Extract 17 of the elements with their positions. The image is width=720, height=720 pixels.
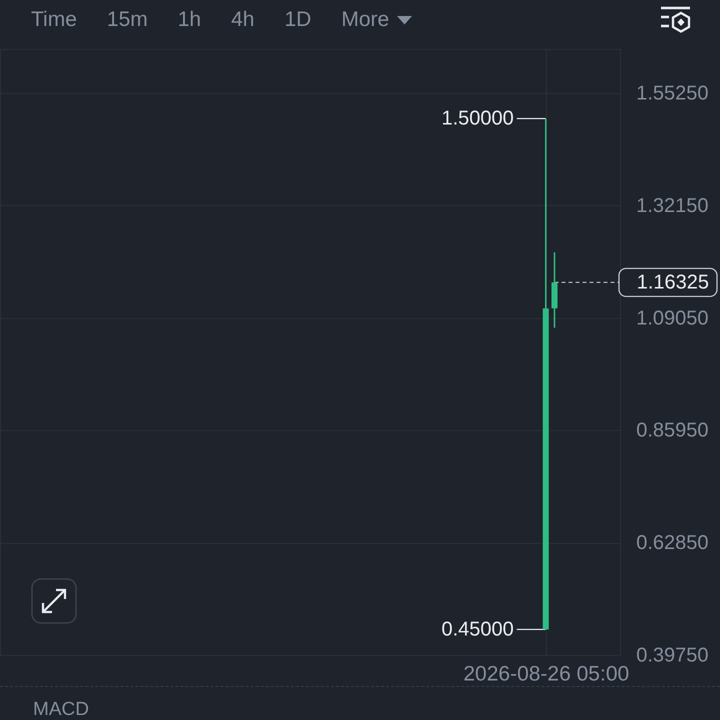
y-tick-label: 1.32150: [636, 194, 708, 217]
text: More: [341, 8, 390, 32]
ref-line-label: 1.16325: [636, 271, 709, 294]
text: 1D: [284, 8, 312, 32]
y-tick-label: 0.39750: [636, 644, 708, 666]
text: 15m: [106, 8, 148, 32]
text: 1h: [178, 8, 202, 32]
text: MACD: [33, 699, 89, 720]
y-tick-label: 1.09050: [636, 307, 708, 330]
annotation: 1.50000: [441, 108, 514, 130]
y-tick-label: 0.85950: [636, 420, 708, 442]
text: Time: [31, 8, 77, 32]
y-tick-label: 0.62850: [636, 532, 708, 554]
text: 4h: [231, 8, 254, 32]
y-tick-label: 1.55250: [636, 82, 708, 105]
x-tick-label: 2026-08-26 05:00: [463, 662, 630, 686]
annotation: 0.45000: [441, 618, 514, 640]
